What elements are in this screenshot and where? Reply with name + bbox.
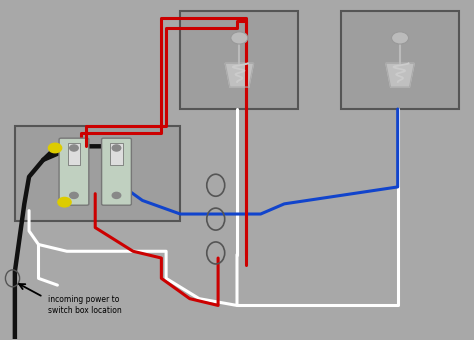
Bar: [341, 11, 459, 109]
Circle shape: [70, 192, 78, 199]
Bar: [180, 11, 299, 109]
Bar: [15, 126, 180, 221]
Circle shape: [112, 192, 121, 199]
FancyBboxPatch shape: [59, 138, 89, 205]
Circle shape: [58, 198, 71, 207]
Bar: [68, 143, 80, 165]
FancyBboxPatch shape: [101, 138, 131, 205]
Circle shape: [70, 145, 78, 151]
Polygon shape: [386, 63, 414, 87]
Circle shape: [48, 143, 62, 153]
Circle shape: [231, 32, 248, 44]
Circle shape: [112, 145, 121, 151]
Polygon shape: [225, 63, 254, 87]
Bar: [110, 143, 123, 165]
Text: incoming power to
switch box location: incoming power to switch box location: [48, 295, 122, 315]
Circle shape: [392, 32, 409, 44]
